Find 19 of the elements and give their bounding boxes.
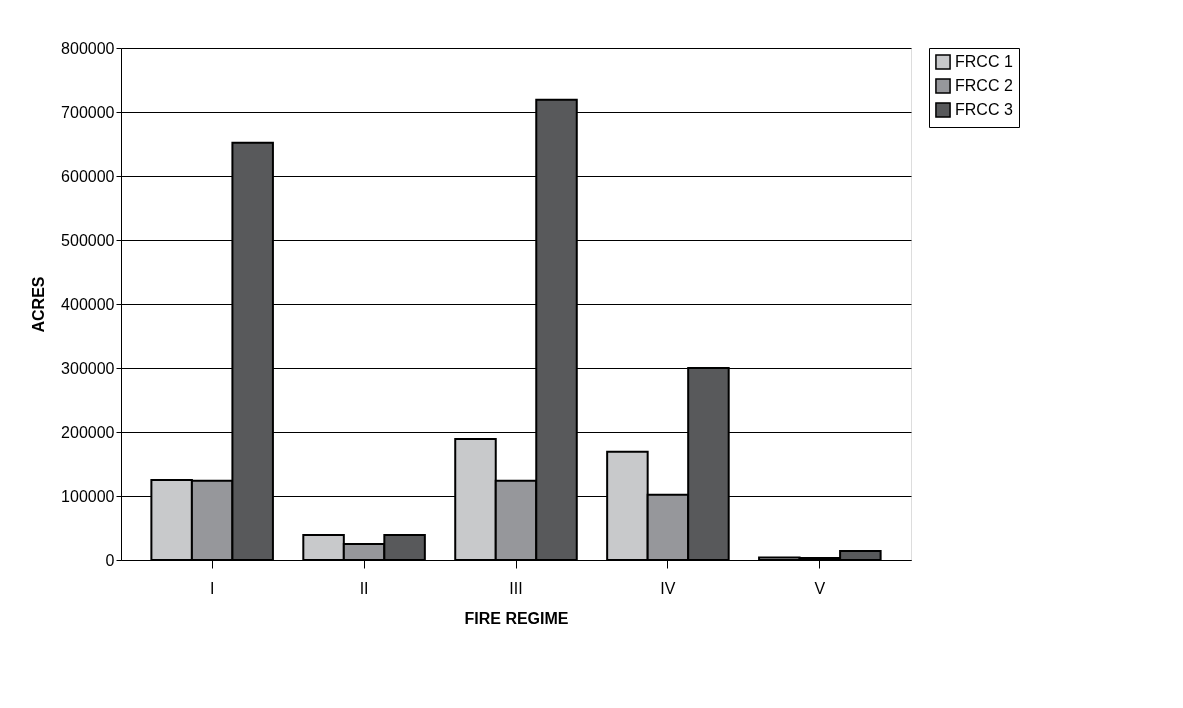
x-tick-label: I (209, 579, 215, 597)
y-tick-label: 500000 (61, 231, 115, 249)
y-tick-label: 100000 (61, 487, 115, 505)
y-tick-label: 400000 (61, 295, 115, 313)
y-tick-label: 200000 (61, 423, 115, 441)
y-tick-label: 300000 (61, 359, 115, 377)
x-tick-label: II (359, 579, 369, 597)
y-tick-label: 700000 (61, 103, 115, 121)
x-tick-label: IV (660, 579, 676, 597)
legend-label: FRCC 1 (955, 53, 1013, 70)
x-axis-title: FIRE REGIME (464, 609, 569, 627)
legend-label: FRCC 3 (955, 101, 1013, 118)
x-tick-label: V (814, 579, 826, 597)
x-tick-label: III (509, 579, 523, 597)
y-tick-label: 0 (105, 551, 115, 569)
y-tick-label: 600000 (61, 167, 115, 185)
y-tick-label: 800000 (61, 39, 115, 57)
y-axis-title: ACRES (30, 276, 48, 333)
legend-label: FRCC 2 (955, 77, 1013, 94)
